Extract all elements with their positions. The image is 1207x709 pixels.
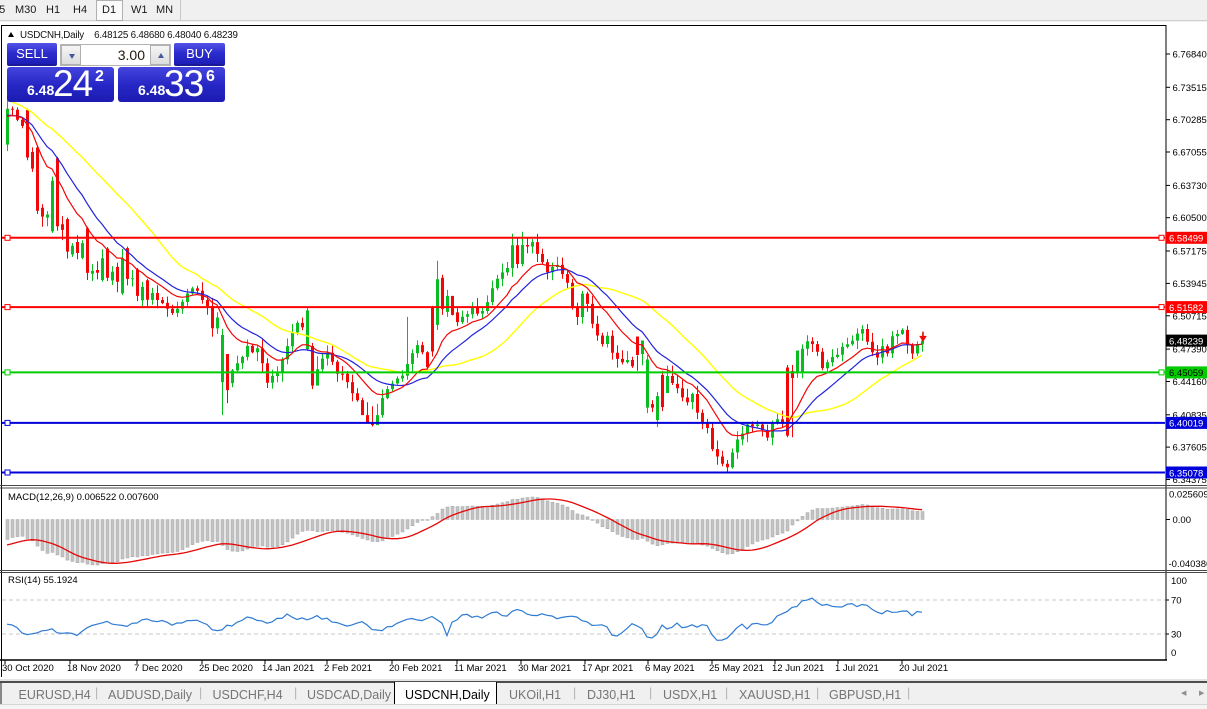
svg-text:6.40019: 6.40019 — [1169, 419, 1203, 430]
svg-text:6.76840: 6.76840 — [1173, 50, 1207, 61]
svg-text:6.63730: 6.63730 — [1173, 181, 1207, 192]
svg-text:0.00: 0.00 — [1173, 515, 1192, 526]
svg-text:12 Jun 2021: 12 Jun 2021 — [772, 663, 824, 674]
svg-text:17 Apr 2021: 17 Apr 2021 — [582, 663, 633, 674]
svg-text:6.53945: 6.53945 — [1173, 279, 1207, 290]
svg-text:6.51582: 6.51582 — [1169, 303, 1203, 314]
svg-text:6.60500: 6.60500 — [1173, 213, 1207, 224]
svg-text:6.70285: 6.70285 — [1173, 115, 1207, 126]
svg-text:14 Jan 2021: 14 Jan 2021 — [262, 663, 314, 674]
svg-text:6.35078: 6.35078 — [1169, 468, 1203, 479]
svg-text:20 Jul 2021: 20 Jul 2021 — [899, 663, 948, 674]
svg-text:6.58499: 6.58499 — [1169, 234, 1203, 245]
svg-text:6.44160: 6.44160 — [1173, 377, 1207, 388]
svg-text:100: 100 — [1171, 576, 1187, 587]
svg-text:1 Jul 2021: 1 Jul 2021 — [835, 663, 879, 674]
svg-text:6.50715: 6.50715 — [1173, 311, 1207, 322]
svg-text:6.37605: 6.37605 — [1173, 443, 1207, 454]
svg-text:0.025609: 0.025609 — [1169, 490, 1207, 501]
svg-text:25 Dec 2020: 25 Dec 2020 — [199, 663, 253, 674]
svg-text:20 Feb 2021: 20 Feb 2021 — [389, 663, 442, 674]
svg-text:30: 30 — [1171, 630, 1182, 641]
svg-text:6.47390: 6.47390 — [1173, 345, 1207, 356]
svg-text:6.73515: 6.73515 — [1173, 83, 1207, 94]
svg-text:25 May 2021: 25 May 2021 — [709, 663, 764, 674]
svg-text:30 Oct 2020: 30 Oct 2020 — [2, 663, 54, 674]
svg-text:18 Nov 2020: 18 Nov 2020 — [67, 663, 121, 674]
svg-text:11 Mar 2021: 11 Mar 2021 — [454, 663, 507, 674]
svg-text:6 May 2021: 6 May 2021 — [645, 663, 695, 674]
svg-text:-0.040386: -0.040386 — [1169, 559, 1207, 570]
svg-text:0: 0 — [1171, 648, 1176, 659]
svg-text:30 Mar 2021: 30 Mar 2021 — [518, 663, 571, 674]
svg-text:6.45059: 6.45059 — [1169, 368, 1203, 379]
svg-text:MACD(12,26,9) 0.006522 0.00760: MACD(12,26,9) 0.006522 0.007600 — [8, 492, 159, 503]
svg-text:6.34375: 6.34375 — [1173, 475, 1207, 486]
svg-text:6.48239: 6.48239 — [1169, 336, 1203, 347]
svg-text:RSI(14) 55.1924: RSI(14) 55.1924 — [8, 575, 78, 586]
svg-text:2 Feb 2021: 2 Feb 2021 — [324, 663, 372, 674]
svg-text:7 Dec 2020: 7 Dec 2020 — [134, 663, 183, 674]
svg-text:6.67055: 6.67055 — [1173, 148, 1207, 159]
svg-text:6.57175: 6.57175 — [1173, 247, 1207, 258]
svg-text:70: 70 — [1171, 596, 1182, 607]
svg-text:6.40835: 6.40835 — [1173, 410, 1207, 421]
